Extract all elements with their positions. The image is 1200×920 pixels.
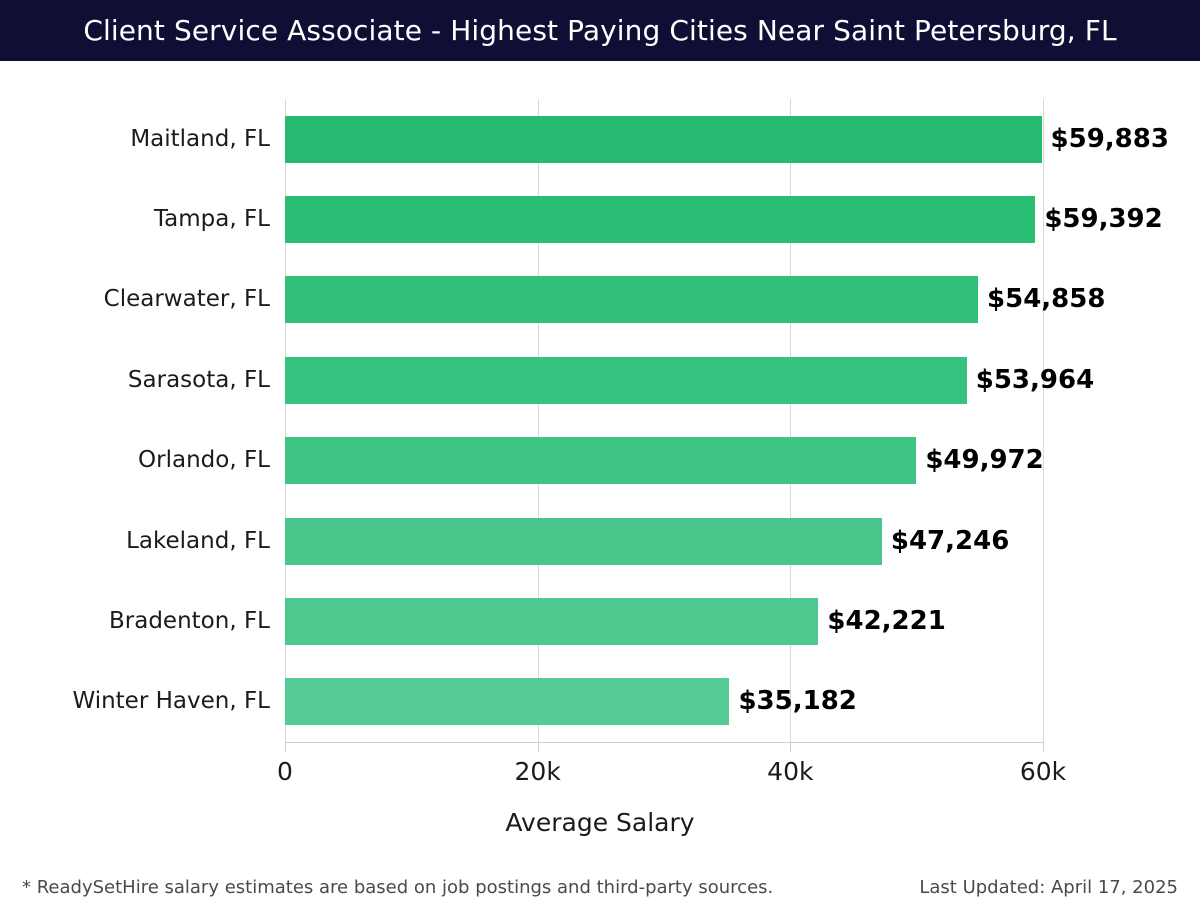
gridline	[1043, 99, 1044, 742]
bar-value-label: $35,182	[738, 686, 857, 717]
x-axis-tick	[790, 743, 792, 752]
y-axis-category-label: Tampa, FL	[153, 206, 270, 233]
y-axis-category-label: Clearwater, FL	[103, 286, 270, 313]
bar[interactable]	[285, 115, 1042, 163]
bar[interactable]	[285, 196, 1036, 244]
x-axis-tick-label: 60k	[1019, 757, 1067, 786]
y-axis-category-label: Sarasota, FL	[127, 366, 270, 393]
y-axis-category-label: Orlando, FL	[138, 447, 270, 474]
x-axis-tick-label: 20k	[514, 757, 561, 786]
bar-row[interactable]: $59,883 Maitland, FL	[130, 115, 1169, 163]
bar-row[interactable]: $35,182 Winter Haven, FL	[72, 678, 1043, 726]
y-axis-category-label: Lakeland, FL	[126, 527, 270, 554]
footnote-text: * ReadySetHire salary estimates are base…	[22, 877, 774, 898]
gridline	[285, 99, 286, 742]
bar-value-label: $53,964	[975, 364, 1095, 395]
gridline	[790, 99, 792, 742]
plot-area: $59,883 Maitland, FL $59,392 Tampa, FL $54,8…	[72, 99, 1169, 742]
bar[interactable]	[285, 597, 819, 645]
bar-row[interactable]: $47,246 Lakeland, FL	[126, 517, 1043, 565]
gridline	[537, 99, 539, 742]
bar-row[interactable]: $59,392 Tampa, FL	[154, 196, 1163, 244]
x-axis-tick	[1043, 743, 1044, 752]
x-axis-tick	[537, 743, 539, 752]
x-axis-tick-label: 0	[277, 757, 293, 786]
bar-row[interactable]: $53,964 Sarasota, FL	[128, 356, 1094, 404]
page-title: Client Service Associate - Highest Payin…	[83, 14, 1117, 47]
x-axis-line	[285, 742, 1044, 743]
bar[interactable]	[285, 437, 917, 485]
x-axis-tick	[285, 743, 286, 752]
bar[interactable]	[285, 678, 730, 726]
y-axis-category-label: Winter Haven, FL	[72, 688, 270, 715]
y-axis-category-label: Bradenton, FL	[109, 607, 270, 634]
x-axis-tick-label: 40k	[767, 757, 814, 786]
x-axis-title: Average Salary	[505, 808, 695, 837]
bar-row[interactable]: $42,221 Bradenton, FL	[109, 597, 1043, 645]
bar-value-label: $59,392	[1044, 204, 1163, 235]
bar-value-label: $49,972	[925, 445, 1044, 476]
bar-value-label: $42,221	[827, 605, 946, 636]
bar-row[interactable]: $54,858 Clearwater, FL	[104, 276, 1105, 324]
bar[interactable]	[285, 276, 979, 324]
bar-value-label: $47,246	[890, 525, 1010, 556]
bar-value-label: $54,858	[987, 284, 1106, 315]
bar-row[interactable]: $49,972 Orlando, FL	[138, 437, 1044, 485]
last-updated-text: Last Updated: April 17, 2025	[919, 877, 1178, 898]
bar[interactable]	[285, 356, 967, 404]
bar-value-label: $59,883	[1050, 123, 1169, 154]
title-banner: Client Service Associate - Highest Payin…	[0, 0, 1200, 61]
y-axis-category-label: Maitland, FL	[130, 125, 270, 152]
bar[interactable]	[285, 517, 882, 565]
